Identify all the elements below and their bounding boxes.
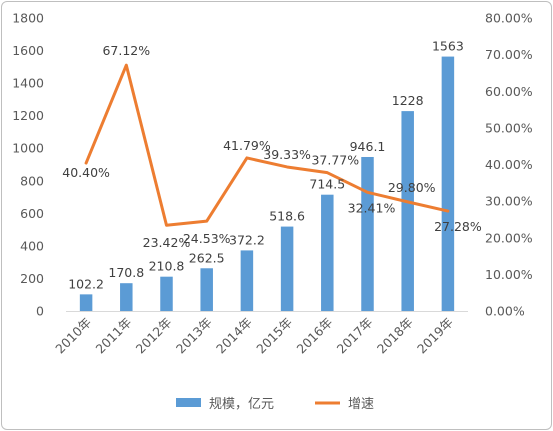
line-data-labels: 40.40% 67.12% 23.42%24.53% 41.79%39.33% 37.7… [62, 43, 482, 250]
bar [401, 111, 414, 311]
bar-series [79, 56, 455, 311]
legend: 规模，亿元 增速 [176, 397, 374, 412]
left-tick-label: 1600 [12, 43, 44, 58]
line-data-label: 37.77% [311, 153, 359, 168]
left-axis-ticks: 0 200 400 600 800 1000 1200 1400 1600 1800 [12, 11, 44, 319]
line-data-label: 29.80% [388, 180, 436, 195]
left-tick-label: 1400 [12, 76, 44, 91]
left-tick-label: 1000 [12, 141, 44, 156]
bar [361, 156, 374, 311]
bar-data-label: 372.2 [229, 232, 265, 247]
bar [160, 276, 173, 311]
legend-label-line: 增速 [348, 397, 374, 412]
bar-data-labels: 102.2 170.8 210.8 262.5 372.2 518.6 714.5 946.1… [68, 39, 464, 292]
right-tick-label: 60.00% [485, 84, 533, 99]
right-tick-label: 0.00% [485, 304, 525, 319]
line-data-label: 39.33% [263, 147, 311, 162]
bar [200, 268, 213, 311]
bar-data-label: 518.6 [269, 209, 305, 224]
left-tick-label: 0 [36, 304, 44, 319]
left-tick-label: 400 [20, 238, 44, 253]
right-tick-label: 30.00% [485, 194, 533, 209]
bar [280, 226, 294, 311]
right-tick-label: 50.00% [485, 120, 533, 135]
bar-data-label: 262.5 [189, 250, 225, 265]
line-data-label: 40.40% [62, 165, 110, 180]
left-tick-label: 600 [20, 206, 44, 221]
left-tick-label: 1800 [12, 11, 44, 26]
x-tick-label: 2018年 [374, 315, 416, 357]
growth-line [84, 63, 450, 227]
line-data-label: 24.53% [183, 231, 231, 246]
x-tick-label: 2015年 [253, 315, 295, 357]
bar-data-label: 102.2 [68, 276, 104, 291]
line-data-label: 67.12% [102, 43, 150, 58]
x-tick-label: 2011年 [92, 315, 134, 357]
line-data-label: 23.42% [143, 235, 191, 250]
left-tick-label: 200 [20, 271, 44, 286]
legend-label-bar: 规模，亿元 [209, 397, 274, 412]
x-tick-label: 2019年 [414, 315, 456, 357]
line-data-label: 32.41% [348, 200, 396, 215]
line-series [84, 63, 450, 227]
right-tick-label: 20.00% [485, 230, 533, 245]
bar [79, 294, 93, 311]
bar-data-label: 946.1 [350, 139, 386, 154]
right-tick-label: 70.00% [485, 47, 533, 62]
right-axis-ticks: 0.00% 10.00% 20.00% 30.00% 40.00% 50.00% 60.00… [485, 11, 533, 319]
x-tick-label: 2013年 [173, 315, 215, 357]
left-tick-label: 1200 [12, 108, 44, 123]
right-tick-label: 80.00% [485, 11, 533, 26]
bar [441, 56, 455, 311]
bar [240, 250, 254, 311]
bar-data-label: 1228 [392, 93, 424, 108]
legend-swatch-bar [176, 398, 201, 407]
bar-data-label: 210.8 [149, 259, 185, 274]
right-tick-label: 40.00% [485, 157, 533, 172]
left-tick-label: 800 [20, 173, 44, 188]
x-axis-ticks: 2010年2011年2012年2013年2014年2015年2016年2017年… [52, 315, 456, 357]
x-tick-label: 2016年 [293, 315, 335, 357]
bar [120, 283, 133, 311]
x-tick-label: 2012年 [133, 315, 175, 357]
right-tick-label: 10.00% [485, 267, 533, 282]
bar-data-label: 170.8 [108, 265, 144, 280]
x-tick-label: 2010年 [52, 315, 94, 357]
bar-data-label: 714.5 [309, 177, 345, 192]
x-tick-label: 2014年 [213, 315, 255, 357]
line-data-label: 41.79% [223, 138, 271, 153]
line-data-label: 27.28% [434, 219, 482, 234]
bar [321, 194, 334, 311]
x-tick-label: 2017年 [334, 315, 376, 357]
bar-data-label: 1563 [432, 39, 464, 54]
